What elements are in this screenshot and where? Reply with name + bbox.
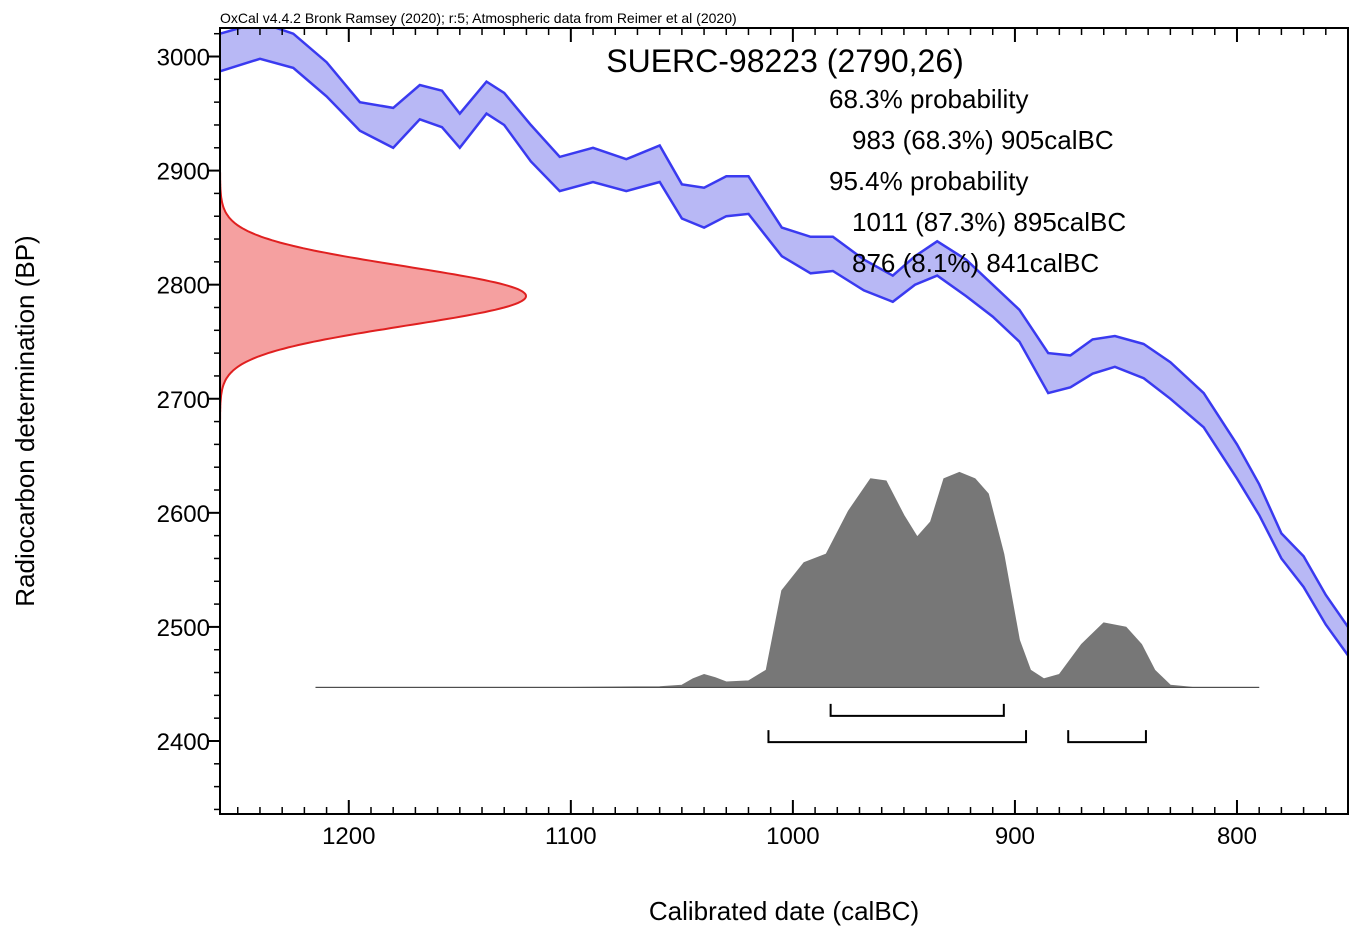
calibration-curve-layer [220, 28, 1348, 657]
sample-title: SUERC-98223 (2790,26) [606, 43, 964, 79]
x-tick-label: 1000 [766, 823, 819, 850]
x-tick-label: 1100 [545, 823, 597, 850]
calibration-curve-band [220, 28, 1348, 656]
probability-95-range-2: 876 (8.1%) 841calBC [852, 248, 1099, 278]
range-bar-3 [1067, 730, 1147, 744]
y-tick-label: 2600 [157, 501, 210, 528]
posterior-distribution [315, 471, 1260, 688]
x-axis-label: Calibrated date (calBC) [649, 896, 919, 926]
calibration-curve-lower [220, 57, 1348, 657]
y-tick-label: 2900 [157, 159, 210, 186]
probability-68-range: 983 (68.3%) 905calBC [852, 125, 1114, 155]
probability-68-heading: 68.3% probability [829, 84, 1028, 114]
x-tick-label: 900 [995, 823, 1035, 850]
y-tick-label: 2500 [157, 615, 210, 642]
probability-95-heading: 95.4% probability [829, 166, 1028, 196]
y-tick-label: 3000 [157, 45, 210, 72]
calibration-curve-upper [220, 28, 1348, 628]
x-tick-label: 800 [1217, 823, 1257, 850]
y-tick-label: 2800 [157, 273, 210, 300]
oxcal-header: OxCal v4.4.2 Bronk Ramsey (2020); r:5; A… [220, 10, 737, 26]
measurement-distribution-fill [220, 162, 526, 430]
probability-95-range-1: 1011 (87.3%) 895calBC [852, 207, 1126, 237]
range-bars-layer [767, 703, 1147, 744]
axis-ticks-layer: 1200 1100 1000 900 800 3000 2900 2800 2700 2600 25… [157, 28, 1349, 850]
range-bar-1 [829, 703, 1005, 717]
y-axis-label: Radiocarbon determination (BP) [10, 235, 40, 606]
y-tick-label: 2400 [157, 729, 210, 756]
measurement-distribution-line [220, 162, 528, 430]
posterior-layer [315, 471, 1260, 688]
measurement-layer [220, 162, 528, 430]
range-bar-2 [767, 730, 1028, 744]
x-tick-label: 1200 [322, 823, 375, 850]
y-tick-label: 2700 [157, 387, 210, 414]
